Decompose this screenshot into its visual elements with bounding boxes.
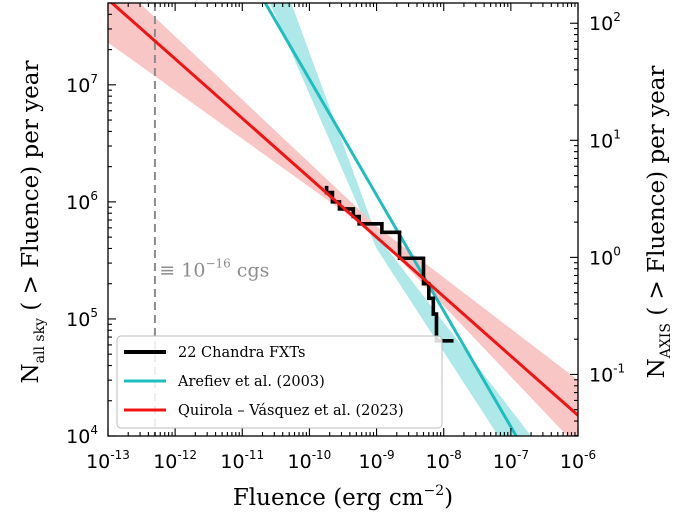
x-tick-label: 10-12 xyxy=(153,448,197,473)
legend-box xyxy=(116,335,443,429)
y2-axis-title: NAXIS ( > Fluence) per year xyxy=(644,66,674,379)
axis-ticks xyxy=(107,2,579,437)
confidence-band-2 xyxy=(108,3,578,436)
x-tick-label: 10-6 xyxy=(560,448,596,473)
y-tick-label: 106 xyxy=(66,189,98,214)
threshold-annotation: ≡ 10−16 cgs xyxy=(159,257,269,282)
x-tick-label: 10-10 xyxy=(288,448,332,473)
y-tick-label: 104 xyxy=(66,423,98,448)
y2-tick-label: 101 xyxy=(589,127,621,152)
y-tick-label: 107 xyxy=(66,72,98,97)
series-line-2 xyxy=(109,3,578,417)
series-layer xyxy=(109,3,578,436)
series-line-1 xyxy=(263,3,518,436)
y2-tick-label: 102 xyxy=(589,10,621,35)
annotation-layer: ≡ 10−16 cgs xyxy=(159,257,269,282)
y2-tick-label: 100 xyxy=(589,244,621,269)
x-tick-label: 10-13 xyxy=(86,448,130,473)
x-axis-title: Fluence (erg cm−2) xyxy=(233,483,453,511)
x-tick-label: 10-11 xyxy=(220,448,264,473)
confidence-band-1 xyxy=(269,3,532,436)
legend-label-1: Arefiev et al. (2003) xyxy=(177,374,325,390)
legend: 22 Chandra FXTs Arefiev et al. (2003) Quir… xyxy=(116,335,443,429)
legend-label-0: 22 Chandra FXTs xyxy=(178,345,305,361)
legend-label-2: Quirola – Vásquez et al. (2023) xyxy=(178,403,404,419)
y2-tick-label: 10-1 xyxy=(589,361,625,386)
x-tick-label: 10-7 xyxy=(493,448,529,473)
y-tick-label: 105 xyxy=(66,306,98,331)
x-tick-label: 10-9 xyxy=(359,448,395,473)
x-tick-label: 10-8 xyxy=(426,448,462,473)
axis-tick-labels: 10-13 10-12 10-11 10-10 10-9 10-8 10-7 10-6 104 1… xyxy=(66,10,625,473)
confidence-bands xyxy=(108,3,578,436)
y-axis-title: Nall sky ( > Fluence) per year xyxy=(18,61,48,384)
